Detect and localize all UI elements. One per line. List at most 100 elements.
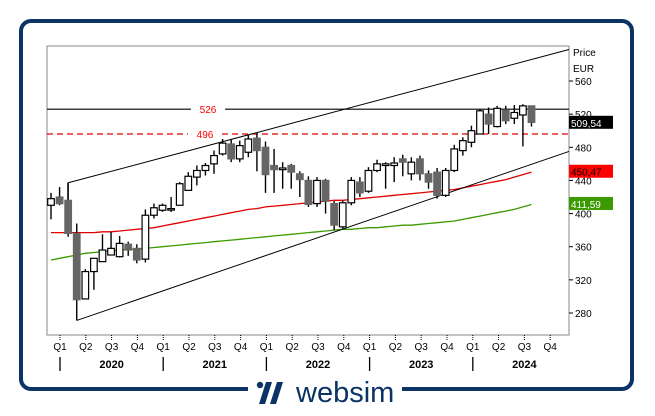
y-tick-label: 320 bbox=[575, 276, 592, 287]
candle-down bbox=[64, 199, 73, 235]
x-quarter-label: Q3 bbox=[415, 342, 429, 353]
candle-up bbox=[347, 179, 356, 204]
y-tick-label: 360 bbox=[575, 243, 592, 254]
candle-up bbox=[338, 202, 347, 228]
candle-up bbox=[510, 111, 519, 119]
x-quarter-label: Q2 bbox=[389, 342, 403, 353]
candle-down bbox=[261, 146, 270, 176]
y-tick-label: 440 bbox=[575, 176, 592, 187]
y-axis-title: Price bbox=[573, 48, 596, 59]
x-year-label: 2024 bbox=[512, 359, 537, 371]
candle-down bbox=[72, 232, 81, 301]
candle-down bbox=[295, 173, 304, 181]
candle-down bbox=[124, 243, 133, 251]
x-quarter-label: Q4 bbox=[131, 342, 145, 353]
ma-green-tag-bg bbox=[569, 196, 613, 210]
candle-down bbox=[484, 113, 493, 125]
candle-up bbox=[47, 198, 55, 206]
x-quarter-label: Q4 bbox=[440, 342, 454, 353]
x-quarter-label: Q1 bbox=[53, 342, 67, 353]
candle-up bbox=[201, 164, 210, 172]
level-label: 526 bbox=[200, 105, 217, 116]
ma-red-tag: 450,47 bbox=[571, 168, 602, 179]
candle-up bbox=[390, 162, 399, 167]
plot-area bbox=[46, 45, 570, 336]
candle-up bbox=[184, 175, 193, 191]
candle-up bbox=[278, 167, 287, 171]
x-quarter-label: Q2 bbox=[286, 342, 300, 353]
x-quarter-label: Q3 bbox=[311, 342, 325, 353]
candle-down bbox=[330, 203, 339, 226]
candle-up bbox=[167, 207, 176, 211]
candle-down bbox=[501, 109, 510, 122]
last-price-tag-bg bbox=[569, 115, 613, 129]
candle-up bbox=[313, 179, 321, 205]
y-tick-label: 480 bbox=[575, 143, 592, 154]
candle-down bbox=[424, 173, 433, 183]
x-quarter-label: Q1 bbox=[466, 342, 480, 353]
candle-down bbox=[416, 158, 424, 175]
candle-down bbox=[227, 143, 236, 160]
candle-up bbox=[518, 105, 527, 116]
x-quarter-label: Q1 bbox=[260, 342, 274, 353]
y-tick-label: 520 bbox=[575, 110, 592, 121]
candle-down bbox=[355, 181, 364, 194]
y-tick-label: 400 bbox=[575, 210, 592, 221]
trend-lower-line bbox=[76, 150, 570, 321]
x-axis: Q1 Q2 Q3 Q4 Q1 Q2 Q3 Q4 Q1 Q2 Q3 Q4 Q1 Q2 Q3 Q4 Q1 Q2 Q3 Q4… bbox=[53, 335, 557, 371]
ma-green-tag: 411,59 bbox=[571, 200, 601, 211]
websim-mark-icon bbox=[256, 381, 283, 404]
x-year-label: 2021 bbox=[203, 359, 227, 371]
x-quarter-label: Q1 bbox=[157, 342, 171, 353]
candle-up bbox=[458, 140, 467, 152]
websim-logo: websim bbox=[248, 376, 403, 410]
y-tick-label: 560 bbox=[575, 77, 592, 88]
x-year-label: 2020 bbox=[99, 359, 123, 371]
x-quarter-label: Q2 bbox=[79, 342, 93, 353]
candle-up bbox=[115, 242, 124, 258]
candle-up bbox=[373, 163, 381, 172]
y-axis-unit: EUR bbox=[573, 64, 594, 75]
candle-up bbox=[98, 249, 107, 263]
candle-down bbox=[132, 247, 141, 261]
candle-up bbox=[441, 169, 450, 196]
candle-up bbox=[218, 142, 227, 155]
websim-wordmark: websim bbox=[296, 377, 395, 409]
candle-up bbox=[476, 110, 484, 135]
moving-average-line bbox=[51, 171, 532, 234]
candle-up bbox=[467, 130, 476, 143]
x-quarter-label: Q3 bbox=[208, 342, 222, 353]
x-quarter-label: Q4 bbox=[234, 342, 248, 353]
candle-up bbox=[450, 148, 459, 172]
candle-up bbox=[244, 138, 253, 153]
value-tags: 509,54 450,47 411,59 bbox=[569, 115, 613, 211]
x-quarter-label: Q1 bbox=[363, 342, 377, 353]
candle-down bbox=[527, 105, 536, 124]
x-quarter-label: Q2 bbox=[492, 342, 506, 353]
candle-down bbox=[253, 137, 261, 152]
candle-up bbox=[150, 207, 158, 216]
candle-down bbox=[433, 171, 441, 196]
trend-upper-line bbox=[67, 49, 570, 184]
x-year-label: 2023 bbox=[409, 359, 433, 371]
candle-up bbox=[81, 270, 90, 300]
x-quarter-label: Q2 bbox=[182, 342, 196, 353]
candle-up bbox=[210, 154, 218, 165]
candle-down bbox=[270, 164, 278, 171]
candle-up bbox=[192, 169, 201, 178]
candle-up bbox=[158, 204, 167, 211]
candle-down bbox=[304, 179, 313, 206]
ma-red-tag-bg bbox=[569, 164, 613, 178]
candle-up bbox=[235, 145, 244, 160]
candle-up bbox=[89, 257, 98, 273]
x-quarter-label: Q3 bbox=[518, 342, 532, 353]
candle-up bbox=[381, 163, 390, 167]
candle-up bbox=[493, 107, 502, 128]
candle-down bbox=[55, 196, 64, 205]
candle-down bbox=[398, 158, 407, 163]
candle-down bbox=[287, 164, 296, 173]
x-quarter-label: Q4 bbox=[544, 342, 558, 353]
x-quarter-label: Q4 bbox=[337, 342, 351, 353]
horizontal-levels: 526 496 bbox=[47, 105, 569, 141]
x-quarter-label: Q3 bbox=[105, 342, 119, 353]
